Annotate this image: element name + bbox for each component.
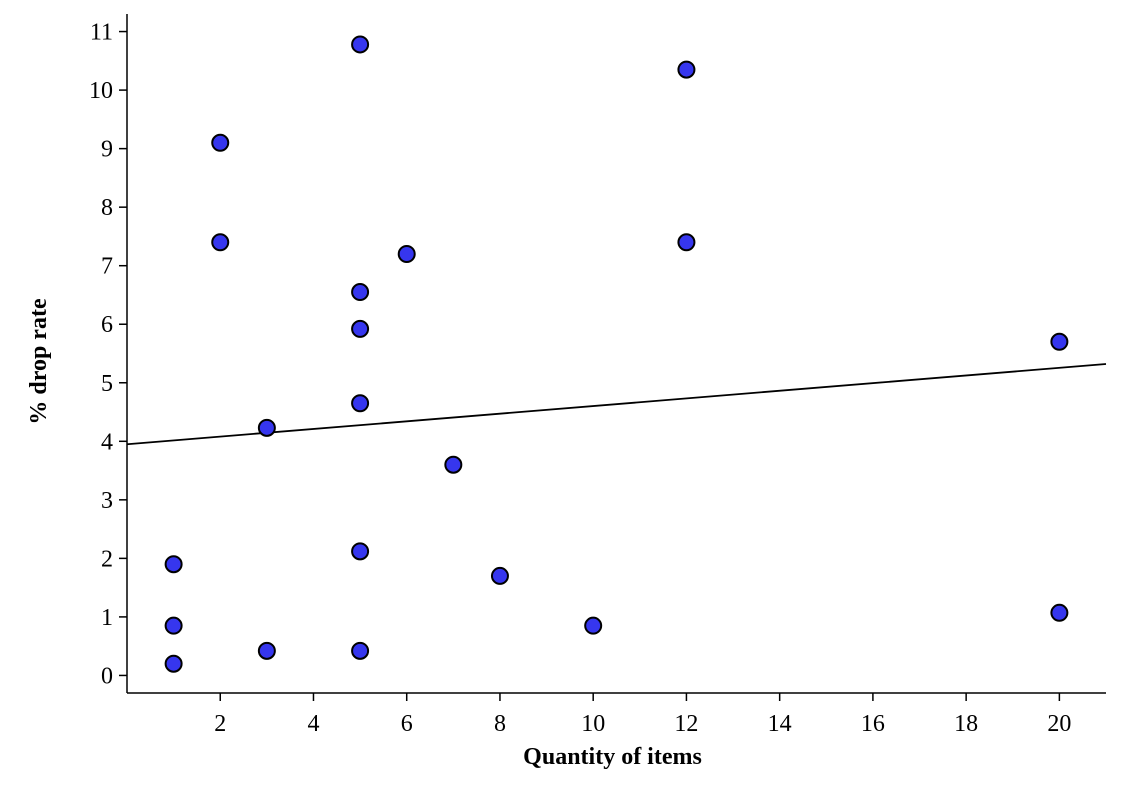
data-point bbox=[211, 133, 230, 152]
x-axis: 2 4 6 8 10 12 14 16 18 20 bbox=[127, 692, 1106, 737]
data-points bbox=[164, 35, 1069, 673]
y-tick-label: 3 bbox=[101, 488, 113, 514]
y-tick-label: 9 bbox=[101, 137, 113, 163]
x-tick-label: 12 bbox=[674, 711, 698, 737]
data-point bbox=[677, 233, 696, 252]
x-axis-title: Quantity of items bbox=[523, 744, 702, 770]
data-point bbox=[490, 566, 509, 585]
data-point bbox=[351, 641, 370, 660]
y-tick-label: 0 bbox=[101, 663, 113, 689]
data-point bbox=[164, 616, 183, 635]
data-point bbox=[351, 283, 370, 302]
y-tick-label: 4 bbox=[101, 429, 113, 455]
x-tick-label: 14 bbox=[768, 711, 792, 737]
data-point bbox=[351, 35, 370, 54]
x-tick-label: 16 bbox=[861, 711, 885, 737]
x-tick-label: 8 bbox=[494, 711, 506, 737]
y-tick-label: 2 bbox=[101, 546, 113, 572]
data-point bbox=[1050, 332, 1069, 351]
x-tick-label: 6 bbox=[401, 711, 413, 737]
x-tick-label: 4 bbox=[307, 711, 319, 737]
y-tick-label: 7 bbox=[101, 254, 113, 280]
data-point bbox=[164, 555, 183, 574]
y-axis-title: % drop rate bbox=[26, 298, 52, 425]
trend-line-group bbox=[126, 363, 1107, 446]
y-tick-label: 11 bbox=[90, 20, 113, 46]
data-point bbox=[257, 641, 276, 660]
trend-line bbox=[126, 363, 1107, 446]
data-point bbox=[677, 60, 696, 79]
data-point bbox=[584, 616, 603, 635]
data-point bbox=[351, 319, 370, 338]
data-point bbox=[257, 418, 276, 437]
x-tick-label: 2 bbox=[214, 711, 226, 737]
y-tick-label: 6 bbox=[101, 312, 113, 338]
x-tick-label: 10 bbox=[581, 711, 605, 737]
x-tick-label: 18 bbox=[954, 711, 978, 737]
data-point bbox=[397, 244, 416, 263]
x-tick-label: 20 bbox=[1047, 711, 1071, 737]
data-point bbox=[351, 394, 370, 413]
data-point bbox=[211, 233, 230, 252]
y-tick-label: 8 bbox=[101, 195, 113, 221]
y-tick-label: 1 bbox=[101, 605, 113, 631]
data-point bbox=[1050, 603, 1069, 622]
data-point bbox=[351, 542, 370, 561]
y-tick-label: 5 bbox=[101, 371, 113, 397]
data-point bbox=[164, 654, 183, 673]
y-tick-label: 10 bbox=[89, 78, 113, 104]
y-axis: 0 1 2 3 4 5 6 7 8 9 10 11 bbox=[89, 14, 128, 693]
data-point bbox=[444, 455, 463, 474]
